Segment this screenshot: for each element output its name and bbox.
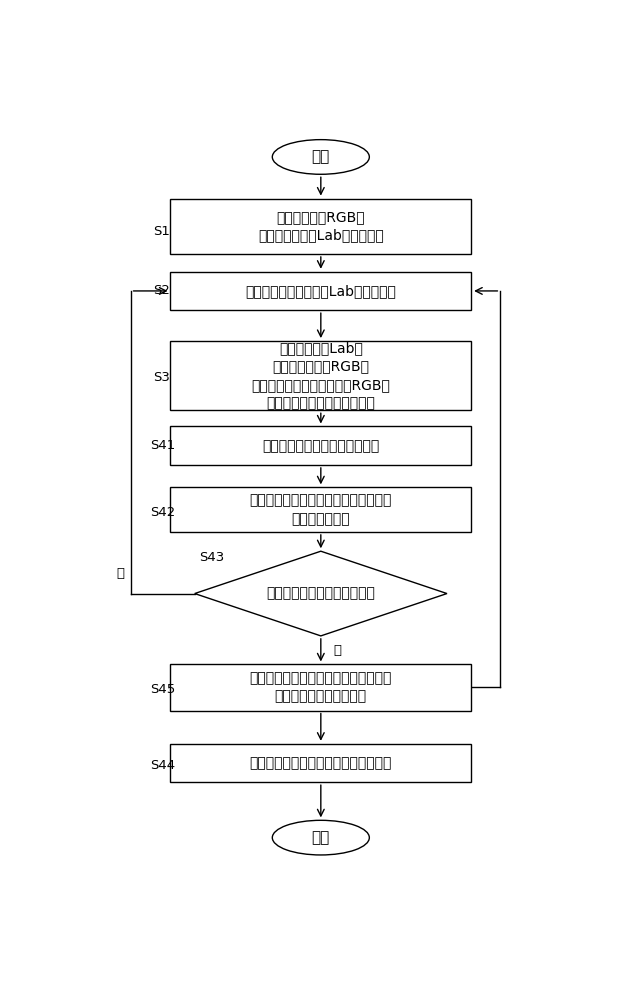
Text: 基于该差値调整校正参数，将调整后的
校正参数为当前校正参数: 基于该差値调整校正参数，将调整后的 校正参数为当前校正参数 [250, 671, 392, 704]
Text: S1: S1 [153, 225, 170, 238]
Bar [170, 487, 471, 532]
Text: 是: 是 [117, 567, 125, 580]
Text: S43: S43 [200, 551, 225, 564]
Text: S3: S3 [153, 371, 170, 384]
Text: 将测试图像的RGB色
空间数据转换为Lab色空间数据: 将测试图像的RGB色 空间数据转换为Lab色空间数据 [258, 210, 384, 242]
Bar [170, 341, 471, 410]
Bar [170, 744, 471, 782]
Ellipse shape [272, 140, 369, 174]
Text: 测量所显示的测试图像的色坐标: 测量所显示的测试图像的色坐标 [262, 439, 379, 453]
Text: 将当前校正参数存储在显示器的芯片中: 将当前校正参数存储在显示器的芯片中 [250, 756, 392, 770]
Text: 判断该差値是否在预设范围内: 判断该差値是否在预设范围内 [267, 587, 375, 601]
Bar [170, 199, 471, 254]
Bar [170, 272, 471, 310]
Text: S41: S41 [150, 439, 175, 452]
Text: 开始: 开始 [312, 149, 330, 164]
Text: 否: 否 [333, 644, 341, 657]
Text: 根据当前校正参数校正Lab色空间数据: 根据当前校正参数校正Lab色空间数据 [245, 284, 396, 298]
Text: S2: S2 [153, 284, 170, 297]
Polygon shape [195, 551, 447, 636]
Ellipse shape [272, 820, 369, 855]
Text: S45: S45 [150, 683, 175, 696]
Text: S42: S42 [150, 506, 175, 519]
Text: S44: S44 [150, 759, 175, 772]
Text: 计算测量所得的色坐标与预设的目标色
坐标之间的差値: 计算测量所得的色坐标与预设的目标色 坐标之间的差値 [250, 493, 392, 526]
Text: 结束: 结束 [312, 830, 330, 845]
Bar [170, 426, 471, 465]
Bar [170, 664, 471, 711]
Text: 将经过校正的Lab色
空间数据转换回RGB色
空间数据，并基于所换回的RGB色
空间数据显示对应的测试图像: 将经过校正的Lab色 空间数据转换回RGB色 空间数据，并基于所换回的RGB色 … [252, 341, 390, 410]
